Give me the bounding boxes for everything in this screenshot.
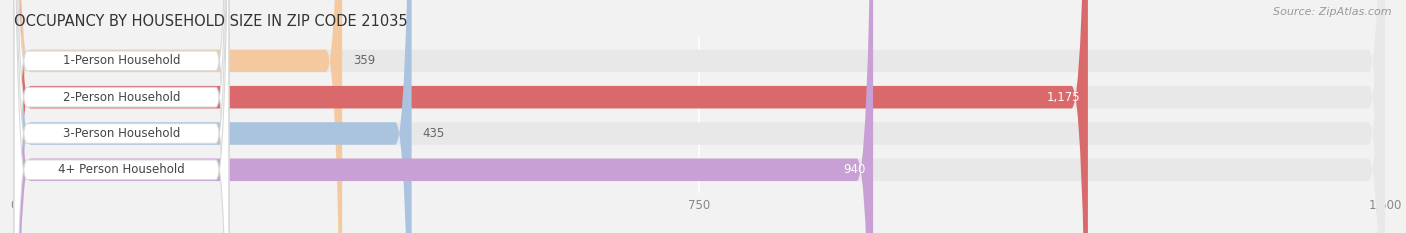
FancyBboxPatch shape: [14, 0, 1385, 233]
Text: OCCUPANCY BY HOUSEHOLD SIZE IN ZIP CODE 21035: OCCUPANCY BY HOUSEHOLD SIZE IN ZIP CODE …: [14, 14, 408, 29]
FancyBboxPatch shape: [14, 0, 1088, 233]
Text: 2-Person Household: 2-Person Household: [63, 91, 180, 104]
Text: 435: 435: [423, 127, 444, 140]
FancyBboxPatch shape: [14, 0, 229, 233]
FancyBboxPatch shape: [14, 0, 229, 233]
FancyBboxPatch shape: [14, 0, 1385, 233]
Text: 1-Person Household: 1-Person Household: [63, 54, 180, 67]
FancyBboxPatch shape: [14, 0, 229, 233]
Text: 940: 940: [844, 163, 866, 176]
Text: Source: ZipAtlas.com: Source: ZipAtlas.com: [1274, 7, 1392, 17]
FancyBboxPatch shape: [14, 0, 342, 233]
FancyBboxPatch shape: [14, 0, 873, 233]
Text: 3-Person Household: 3-Person Household: [63, 127, 180, 140]
Text: 359: 359: [353, 54, 375, 67]
FancyBboxPatch shape: [14, 0, 1385, 233]
FancyBboxPatch shape: [14, 0, 1385, 233]
Text: 4+ Person Household: 4+ Person Household: [58, 163, 184, 176]
Text: 1,175: 1,175: [1047, 91, 1081, 104]
FancyBboxPatch shape: [14, 0, 229, 233]
FancyBboxPatch shape: [14, 0, 412, 233]
